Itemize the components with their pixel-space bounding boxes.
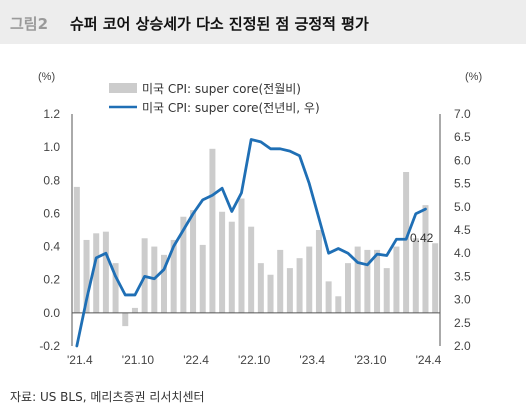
bar (73, 186, 80, 313)
bar (422, 205, 429, 313)
x-tick-label: '22.10 (238, 353, 271, 367)
legend-bar-swatch (109, 83, 137, 93)
x-tick-label: '23.4 (299, 353, 325, 367)
bar (122, 312, 129, 327)
x-tick-label: '24.4 (416, 353, 442, 367)
line-series (75, 138, 427, 348)
bar (403, 172, 410, 313)
legend-bar-label: 미국 CPI: super core(전월비) (142, 82, 301, 96)
right-tick-label: 3.0 (454, 293, 471, 307)
right-tick-label: 4.5 (454, 223, 471, 237)
bar (335, 296, 342, 313)
right-tick-label: 5.0 (454, 200, 471, 214)
bar (364, 249, 371, 313)
x-tick-label: '22.4 (183, 353, 209, 367)
bar (345, 263, 351, 313)
left-tick-label: 0.6 (43, 206, 60, 220)
right-tick-label: 5.5 (454, 177, 471, 191)
bar (325, 281, 332, 313)
legend: 미국 CPI: super core(전월비) 미국 CPI: super co… (109, 82, 320, 115)
bar (383, 268, 390, 313)
bar (315, 230, 322, 313)
chart-title: 슈퍼 코어 상승세가 다소 진정된 점 긍정적 평가 (70, 15, 369, 33)
left-axis-unit: (%) (38, 71, 55, 83)
bar (199, 244, 206, 313)
left-tick-label: 1.0 (43, 140, 60, 154)
right-tick-label: 7.0 (454, 107, 471, 121)
bar (432, 243, 439, 313)
bar (374, 249, 381, 313)
bar (209, 148, 216, 313)
left-tick-label: 0.8 (43, 173, 60, 187)
bar (248, 226, 255, 313)
bar (286, 268, 293, 313)
bar-series (73, 148, 439, 327)
bar (190, 210, 197, 313)
bar (228, 221, 235, 313)
bar (112, 263, 119, 313)
right-axis-unit: (%) (465, 71, 482, 83)
bar (131, 307, 138, 313)
right-tick-label: 6.5 (454, 130, 471, 144)
yoy-line (75, 138, 427, 348)
bar (93, 233, 100, 313)
left-tick-label: 1.2 (43, 107, 60, 121)
left-tick-label: -0.2 (39, 339, 60, 353)
bar (83, 239, 90, 313)
bar (180, 216, 187, 313)
left-tick-label: 0.2 (43, 273, 60, 287)
right-tick-label: 2.0 (454, 339, 471, 353)
right-tick-label: 3.5 (454, 269, 471, 283)
right-tick-label: 6.0 (454, 153, 471, 167)
x-tick-label: '21.4 (67, 353, 93, 367)
left-tick-label: 0.4 (43, 240, 60, 254)
bar (170, 239, 177, 313)
bar (354, 246, 361, 313)
bar (393, 246, 400, 313)
title-bar: 그림2 슈퍼 코어 상승세가 다소 진정된 점 긍정적 평가 (0, 0, 526, 44)
right-tick-label: 4.0 (454, 246, 471, 260)
source-note: 자료: US BLS, 메리츠증권 리서치센터 (10, 390, 205, 404)
bar (257, 263, 264, 313)
bar (277, 249, 284, 313)
chart-axes: -0.2 0.0 0.2 0.4 0.6 0.8 1.0 1.2 2.0 2.5 3.0 3.5 4.0… (39, 107, 471, 367)
right-tick-label: 2.5 (454, 316, 471, 330)
latest-value-label: 0.42 (410, 231, 434, 245)
figure-label: 그림2 (10, 15, 49, 33)
bar (306, 246, 313, 313)
left-tick-label: 0.0 (43, 306, 60, 320)
bar (238, 198, 245, 313)
bar (102, 231, 109, 313)
bar (219, 211, 226, 313)
legend-line-label: 미국 CPI: super core(전년비, 우) (142, 101, 320, 115)
x-tick-label: '21.10 (122, 353, 155, 367)
x-tick-label: '23.10 (354, 353, 387, 367)
bar (267, 274, 274, 313)
bar (296, 258, 303, 313)
bar (412, 238, 419, 313)
bar (161, 254, 167, 313)
